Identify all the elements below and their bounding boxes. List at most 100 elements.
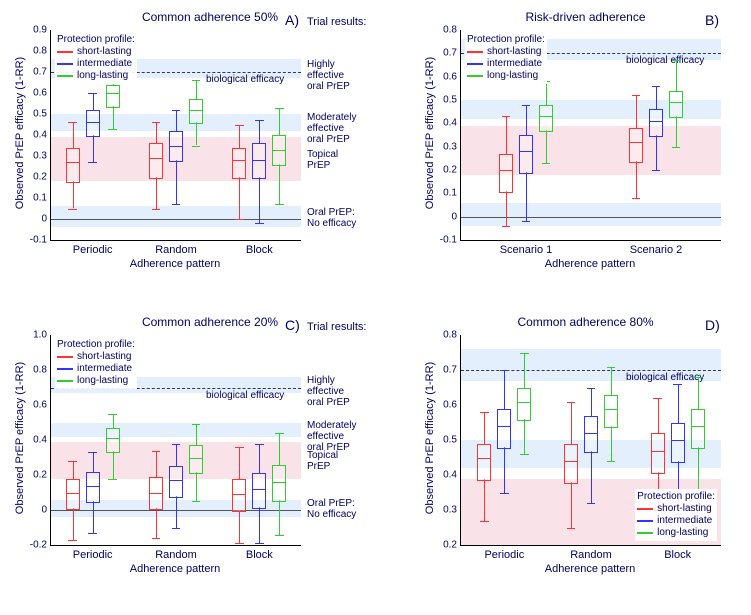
band-label: Oral PrEP:No efficacy — [307, 207, 356, 229]
plot-area: -0.100.10.20.30.40.50.60.70.8biological … — [460, 30, 721, 241]
legend: Protection profile:short-lastingintermed… — [55, 32, 137, 84]
y-tick: 0.6 — [443, 400, 461, 411]
y-tick: 0.2 — [33, 470, 51, 481]
y-tick: 0.7 — [443, 365, 461, 376]
y-axis-label: Observed PrEP efficacy (1-RR) — [14, 33, 26, 233]
boxplot — [232, 30, 246, 240]
panel-a: Common adherence 50%A)Observed PrEP effi… — [10, 10, 410, 300]
y-tick: -0.1 — [30, 235, 51, 246]
band-label: Highlyeffectiveoral PrEP — [307, 375, 350, 408]
legend-item: intermediate — [57, 58, 135, 70]
legend-swatch — [637, 520, 653, 522]
boxplot — [189, 30, 203, 240]
legend-item: short-lasting — [57, 46, 135, 58]
y-tick: 0 — [41, 214, 51, 225]
boxplot — [584, 335, 598, 545]
y-tick: 0.3 — [443, 505, 461, 516]
y-tick: 0.4 — [33, 130, 51, 141]
legend-swatch — [57, 75, 73, 77]
legend-label: intermediate — [657, 515, 712, 527]
boxplot — [232, 335, 246, 545]
plot-area: 0.20.30.40.50.60.70.8biological efficacy… — [460, 335, 721, 546]
band-label: Oral PrEP:No efficacy — [307, 498, 356, 520]
y-tick: 0.1 — [33, 193, 51, 204]
legend-item: long-lasting — [637, 527, 715, 539]
x-tick: Periodic — [73, 549, 113, 561]
legend-item: short-lasting — [467, 46, 545, 58]
x-tick: Scenario 1 — [500, 244, 553, 256]
x-axis-label: Adherence pattern — [50, 258, 300, 270]
panel-title: Risk-driven adherence — [420, 10, 751, 24]
legend-swatch — [57, 356, 73, 358]
legend-item: long-lasting — [467, 70, 545, 82]
legend: Protection profile:short-lastingintermed… — [465, 32, 547, 84]
boxplot — [604, 335, 618, 545]
boxplot — [564, 335, 578, 545]
y-tick: 0 — [41, 505, 51, 516]
legend-label: short-lasting — [77, 46, 131, 58]
panel-letter: A) — [285, 12, 299, 28]
legend-swatch — [57, 368, 73, 370]
legend-title: Protection profile: — [467, 34, 545, 45]
y-tick: 0.8 — [443, 25, 461, 36]
legend-swatch — [57, 380, 73, 382]
legend-swatch — [467, 75, 483, 77]
y-axis-label: Observed PrEP efficacy (1-RR) — [424, 33, 436, 233]
band-label: Moderatelyeffectiveoral PrEP — [307, 420, 356, 453]
y-tick: 0.7 — [443, 48, 461, 59]
plot-area: -0.100.10.20.30.40.50.60.70.80.9Highlyef… — [50, 30, 301, 241]
panel-letter: B) — [705, 12, 719, 28]
y-tick: 0.3 — [33, 151, 51, 162]
legend-swatch — [637, 508, 653, 510]
boxplot — [252, 30, 266, 240]
legend-item: long-lasting — [57, 70, 135, 82]
legend-item: intermediate — [57, 363, 135, 375]
chart-grid: Common adherence 50%A)Observed PrEP effi… — [10, 10, 751, 605]
legend-label: short-lasting — [487, 46, 541, 58]
y-tick: 0 — [451, 211, 461, 222]
y-tick: 0.6 — [33, 400, 51, 411]
x-tick: Block — [246, 244, 273, 256]
legend-item: intermediate — [637, 515, 715, 527]
legend-label: intermediate — [77, 58, 132, 70]
panel-letter: D) — [705, 317, 720, 333]
legend-label: long-lasting — [77, 70, 128, 82]
legend-title: Protection profile: — [637, 491, 715, 502]
x-axis-label: Adherence pattern — [50, 563, 300, 575]
y-tick: 0.5 — [33, 109, 51, 120]
y-tick: 0.2 — [443, 540, 461, 551]
x-tick: Block — [664, 549, 691, 561]
x-tick: Random — [155, 244, 197, 256]
boxplot — [149, 30, 163, 240]
y-tick: 0.4 — [443, 470, 461, 481]
boxplot — [497, 335, 511, 545]
y-tick: 0.4 — [443, 118, 461, 129]
legend-swatch — [467, 51, 483, 53]
y-tick: 0.5 — [443, 435, 461, 446]
legend: Protection profile:short-lastingintermed… — [635, 489, 717, 541]
legend-item: short-lasting — [637, 503, 715, 515]
y-tick: 0.7 — [33, 67, 51, 78]
trial-results-label: Trial results: — [307, 16, 367, 28]
legend: Protection profile:short-lastingintermed… — [55, 337, 137, 389]
legend-label: long-lasting — [657, 527, 708, 539]
legend-swatch — [467, 63, 483, 65]
legend-label: long-lasting — [487, 70, 538, 82]
boxplot — [272, 335, 286, 545]
x-tick: Random — [570, 549, 612, 561]
y-tick: 0.3 — [443, 141, 461, 152]
boxplot — [629, 30, 643, 240]
y-axis-label: Observed PrEP efficacy (1-RR) — [14, 338, 26, 538]
legend-label: intermediate — [77, 363, 132, 375]
panel-c: Common adherence 20%C)Observed PrEP effi… — [10, 315, 410, 605]
y-tick: -0.2 — [30, 540, 51, 551]
band-label: TopicalPrEP — [307, 149, 338, 171]
y-tick: 0.9 — [33, 25, 51, 36]
panel-title: Common adherence 80% — [420, 315, 751, 329]
legend-item: long-lasting — [57, 375, 135, 387]
y-tick: 0.8 — [33, 365, 51, 376]
x-tick: Periodic — [73, 244, 113, 256]
y-tick: -0.1 — [440, 235, 461, 246]
boxplot — [169, 335, 183, 545]
y-tick: 0.8 — [33, 46, 51, 57]
